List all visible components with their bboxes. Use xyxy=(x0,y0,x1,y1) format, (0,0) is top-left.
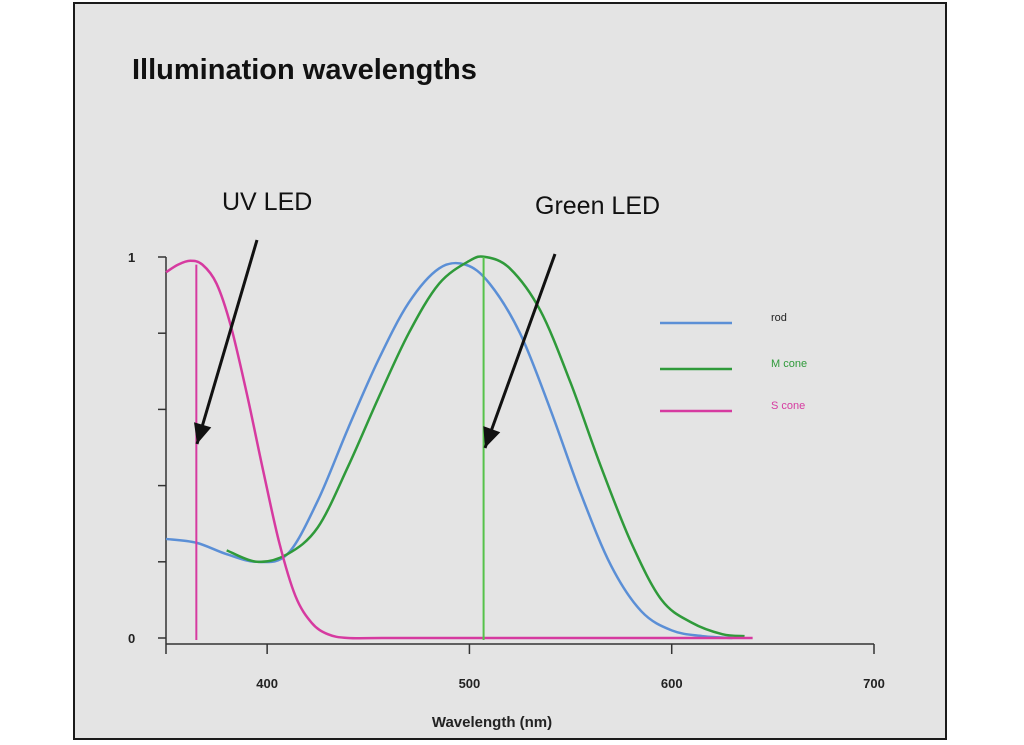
y-tick-label: 1 xyxy=(128,250,135,265)
x-tick-label: 600 xyxy=(661,676,683,691)
legend-label: S cone xyxy=(771,400,805,412)
x-axis-label: Wavelength (nm) xyxy=(432,714,552,731)
series-line-s-cone xyxy=(165,259,753,640)
chart-title: Illumination wavelengths xyxy=(132,54,477,86)
series-line-m-cone xyxy=(226,255,745,638)
legend-label: M cone xyxy=(771,358,807,370)
arrow-head xyxy=(483,426,501,448)
x-tick-label: 700 xyxy=(863,676,885,691)
x-tick-label: 400 xyxy=(256,676,278,691)
series-line-rod xyxy=(165,261,733,640)
x-tick-label: 500 xyxy=(459,676,481,691)
y-tick-label: 0 xyxy=(128,631,135,646)
legend: rod M cone S cone xyxy=(660,312,807,413)
series-lines xyxy=(165,255,753,640)
axes: 1 0 400 500 600 700 xyxy=(128,250,885,691)
arrow-shaft xyxy=(483,253,557,449)
led-lines xyxy=(195,257,485,640)
slide-panel: Illumination wavelengths 1 0 400 500 600 700 … xyxy=(73,2,947,740)
led-annotations: UV LED Green LED xyxy=(194,188,660,449)
led-label: UV LED xyxy=(222,188,312,216)
led-label: Green LED xyxy=(535,192,660,220)
legend-label: rod xyxy=(771,312,787,324)
arrow-shaft xyxy=(195,239,259,445)
arrow-head xyxy=(194,422,212,444)
